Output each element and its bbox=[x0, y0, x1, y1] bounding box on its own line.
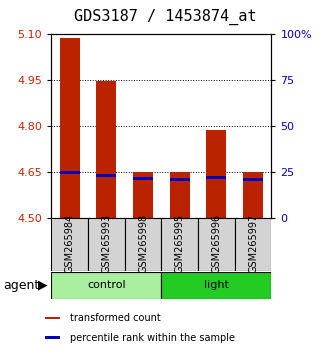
Bar bbox=[169, 172, 190, 218]
Text: transformed count: transformed count bbox=[71, 313, 161, 323]
Text: GSM265995: GSM265995 bbox=[175, 214, 185, 273]
Text: light: light bbox=[204, 280, 229, 290]
Bar bbox=[133, 177, 153, 180]
Text: GSM265997: GSM265997 bbox=[248, 214, 258, 273]
Bar bbox=[45, 336, 60, 339]
Bar bbox=[51, 272, 162, 299]
Text: control: control bbox=[87, 280, 126, 290]
Bar bbox=[162, 272, 271, 299]
Bar bbox=[206, 130, 226, 218]
Bar bbox=[96, 81, 117, 218]
Bar bbox=[60, 171, 80, 174]
Bar bbox=[243, 172, 263, 218]
Bar bbox=[243, 178, 263, 181]
Text: ▶: ▶ bbox=[37, 279, 47, 292]
Bar bbox=[235, 218, 271, 271]
Bar bbox=[162, 218, 198, 271]
Text: percentile rank within the sample: percentile rank within the sample bbox=[71, 333, 235, 343]
Bar bbox=[88, 218, 125, 271]
Text: GSM265993: GSM265993 bbox=[101, 214, 111, 273]
Bar bbox=[60, 38, 80, 218]
Text: GSM265996: GSM265996 bbox=[212, 214, 221, 273]
Bar bbox=[169, 178, 190, 181]
Bar bbox=[45, 317, 60, 319]
Bar bbox=[125, 218, 162, 271]
Bar bbox=[51, 218, 88, 271]
Text: GSM265998: GSM265998 bbox=[138, 214, 148, 273]
Bar bbox=[133, 172, 153, 218]
Text: GSM265984: GSM265984 bbox=[65, 214, 75, 273]
Bar bbox=[198, 218, 235, 271]
Bar bbox=[206, 176, 226, 179]
Text: agent: agent bbox=[3, 279, 40, 292]
Bar bbox=[96, 174, 117, 177]
Text: GDS3187 / 1453874_at: GDS3187 / 1453874_at bbox=[74, 9, 257, 25]
